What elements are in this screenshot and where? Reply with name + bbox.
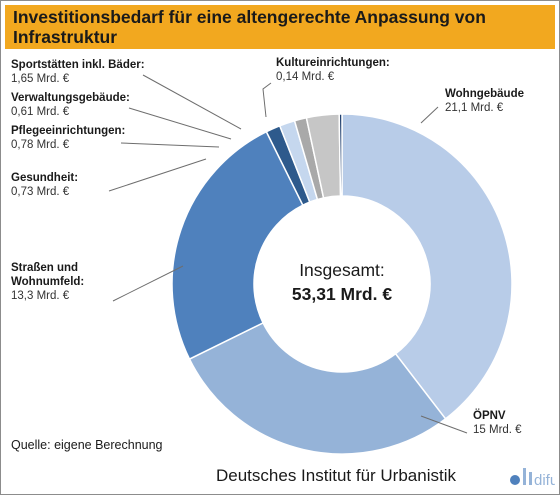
logo-bar-1 xyxy=(523,468,526,485)
chart-title: Investitionsbedarf für eine altengerecht… xyxy=(13,7,486,47)
leader-verwaltungsgebäude xyxy=(128,107,232,140)
label-value-kultureinrichtungen: 0,14 Mrd. € xyxy=(276,71,335,83)
label-value-verwaltungsgebäude: 0,61 Mrd. € xyxy=(11,106,70,118)
label-value-wohngebäude: 21,1 Mrd. € xyxy=(445,102,504,114)
label-name-sportstätten-inkl-bäder: Sportstätten inkl. Bäder: xyxy=(11,59,145,71)
label-name-straßen-und-wohnumfeld-2: Wohnumfeld: xyxy=(11,276,84,288)
logo-bar-2 xyxy=(529,472,532,485)
slice-öpnv xyxy=(188,321,447,455)
slice-wohngebäude xyxy=(341,113,513,420)
institute-name: Deutsches Institut für Urbanistik xyxy=(216,466,456,485)
leader-wohngebäude xyxy=(420,106,439,124)
logo-text: difu xyxy=(534,472,555,489)
label-value-sportstätten-inkl-bäder: 1,65 Mrd. € xyxy=(11,73,70,85)
leader-kultureinrichtungen xyxy=(262,82,272,118)
logo-dot-1 xyxy=(510,475,520,485)
title-bar: Investitionsbedarf für eine altengerecht… xyxy=(5,5,555,49)
leader-lines xyxy=(108,74,468,434)
label-name-öpnv: ÖPNV xyxy=(473,409,506,422)
difu-logo: difu xyxy=(510,468,555,489)
leader-pflegeeinrichtungen xyxy=(120,142,220,148)
leader-sportstätten-inkl-bäder xyxy=(142,74,242,130)
donut-slices xyxy=(171,113,513,455)
label-value-öpnv: 15 Mrd. € xyxy=(473,424,522,436)
slice-kultureinrichtungen xyxy=(338,113,343,197)
label-name-wohngebäude: Wohngebäude xyxy=(445,88,524,100)
label-value-straßen-und-wohnumfeld: 13,3 Mrd. € xyxy=(11,290,70,302)
source-note: Quelle: eigene Berechnung xyxy=(11,438,163,452)
leader-straßen-und-wohnumfeld xyxy=(112,265,184,302)
label-name-gesundheit: Gesundheit: xyxy=(11,172,78,184)
label-name-verwaltungsgebäude: Verwaltungsgebäude: xyxy=(11,92,130,104)
leader-gesundheit xyxy=(108,158,207,192)
slice-labels: Wohngebäude 21,1 Mrd. € ÖPNV 15 Mrd. € Straß… xyxy=(11,57,524,436)
label-name-kultureinrichtungen: Kultureinrichtungen: xyxy=(276,57,390,69)
center-total-value: 53,31 Mrd. € xyxy=(292,284,392,304)
label-value-gesundheit: 0,73 Mrd. € xyxy=(11,186,70,198)
label-value-pflegeeinrichtungen: 0,78 Mrd. € xyxy=(11,139,70,151)
label-name-straßen-und-wohnumfeld-1: Straßen und xyxy=(11,262,78,274)
center-total-label: Insgesamt: xyxy=(299,260,385,280)
label-name-pflegeeinrichtungen: Pflegeeinrichtungen: xyxy=(11,125,125,137)
slice-straßen-und-wohnumfeld xyxy=(171,130,304,361)
leader-öpnv xyxy=(420,415,468,434)
